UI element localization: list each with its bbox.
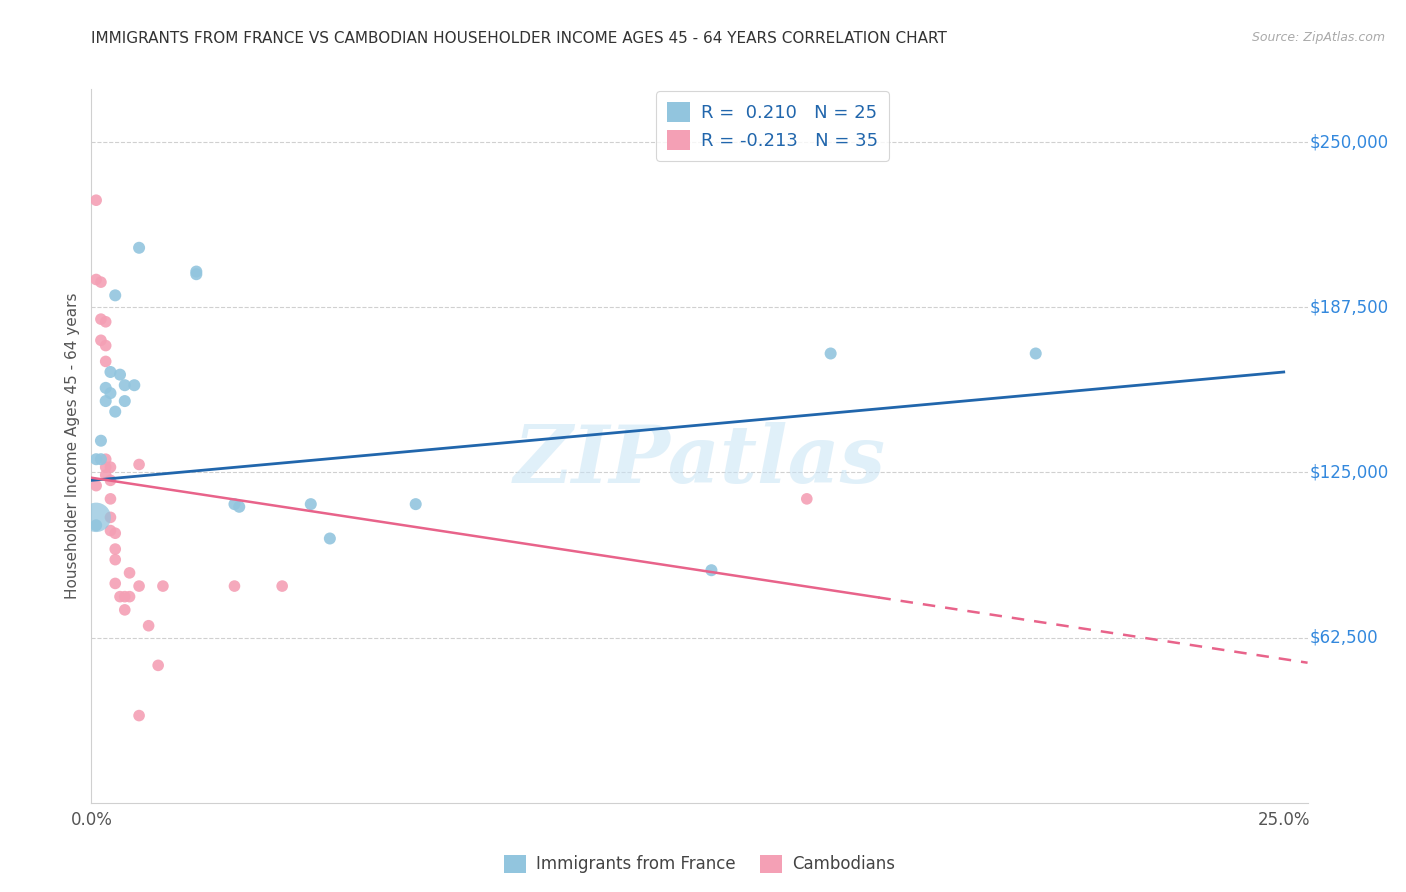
Point [796, 491, 818, 506]
Point [90, 452, 112, 467]
Point [84, 510, 107, 524]
Point [94, 468, 117, 483]
Point [114, 378, 136, 392]
Point [405, 497, 427, 511]
Point [114, 603, 136, 617]
Legend: Immigrants from France, Cambodians: Immigrants from France, Cambodians [498, 848, 901, 880]
Text: IMMIGRANTS FROM FRANCE VS CAMBODIAN HOUSEHOLDER INCOME AGES 45 - 64 YEARS CORREL: IMMIGRANTS FROM FRANCE VS CAMBODIAN HOUS… [91, 31, 948, 46]
Point [94, 394, 117, 409]
Point [104, 404, 127, 418]
Text: $250,000: $250,000 [1310, 133, 1389, 151]
Point [100, 474, 122, 488]
Point [94, 315, 117, 329]
Point [104, 542, 127, 557]
Point [108, 590, 131, 604]
Point [94, 460, 117, 475]
Point [114, 394, 136, 409]
Point [90, 312, 112, 326]
Point [124, 378, 146, 392]
Point [319, 532, 342, 546]
Point [94, 452, 117, 467]
Point [104, 526, 127, 541]
Point [128, 458, 150, 472]
Point [108, 368, 131, 382]
Point [820, 346, 842, 360]
Point [100, 365, 122, 379]
Point [118, 566, 141, 580]
Point [104, 552, 127, 566]
Point [299, 497, 322, 511]
Point [186, 267, 208, 281]
Text: $62,500: $62,500 [1310, 629, 1379, 647]
Point [94, 381, 117, 395]
Point [128, 241, 150, 255]
Point [100, 386, 122, 401]
Point [84, 452, 107, 467]
Point [118, 590, 141, 604]
Point [90, 275, 112, 289]
Point [271, 579, 294, 593]
Point [152, 579, 174, 593]
Text: ZIPatlas: ZIPatlas [513, 422, 886, 499]
Point [90, 434, 112, 448]
Point [224, 579, 246, 593]
Point [1025, 346, 1047, 360]
Point [100, 510, 122, 524]
Point [100, 460, 122, 475]
Point [90, 333, 112, 347]
Point [84, 478, 107, 492]
Point [128, 708, 150, 723]
Text: $125,000: $125,000 [1310, 464, 1389, 482]
Text: Source: ZipAtlas.com: Source: ZipAtlas.com [1251, 31, 1385, 45]
Y-axis label: Householder Income Ages 45 - 64 years: Householder Income Ages 45 - 64 years [65, 293, 80, 599]
Point [84, 272, 107, 286]
Point [100, 491, 122, 506]
Point [94, 354, 117, 368]
Point [84, 518, 107, 533]
Point [84, 193, 107, 207]
Point [128, 579, 150, 593]
Point [224, 497, 246, 511]
Point [138, 618, 160, 632]
Point [104, 288, 127, 302]
Point [114, 590, 136, 604]
Text: $187,500: $187,500 [1310, 298, 1389, 317]
Point [228, 500, 250, 514]
Point [104, 576, 127, 591]
Point [100, 524, 122, 538]
Point [700, 563, 723, 577]
Point [186, 264, 208, 278]
Point [146, 658, 169, 673]
Point [94, 338, 117, 352]
